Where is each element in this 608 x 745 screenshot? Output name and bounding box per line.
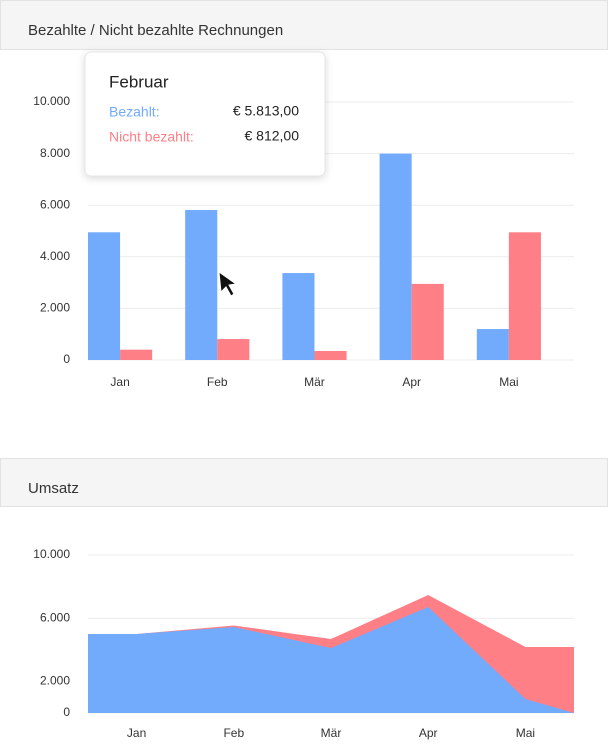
- bar: [120, 349, 153, 360]
- bar: [282, 273, 315, 360]
- y-tick-label: 8.000: [40, 146, 70, 160]
- panel-title: Umsatz: [28, 480, 79, 497]
- bar: [88, 232, 121, 360]
- cursor: [218, 270, 238, 297]
- x-tick-label: Mär: [304, 375, 325, 389]
- y-tick-label: 10.000: [33, 547, 70, 561]
- tooltip-label: Nicht bezahlt:: [109, 129, 194, 145]
- x-tick-label: Apr: [419, 726, 438, 740]
- x-tick-label: Mai: [499, 375, 518, 389]
- bar: [217, 339, 250, 360]
- y-tick-label: 0: [63, 705, 70, 719]
- bar: [379, 153, 412, 360]
- bar: [411, 283, 444, 360]
- y-tick-label: 6.000: [40, 197, 70, 211]
- x-tick-label: Jan: [127, 726, 146, 740]
- y-tick-label: 10.000: [33, 94, 70, 108]
- tooltip-title: Februar: [109, 72, 169, 91]
- tooltip-value: € 812,00: [245, 128, 300, 144]
- y-tick-label: 2.000: [40, 674, 70, 688]
- y-tick-label: 6.000: [40, 610, 70, 624]
- x-tick-label: Feb: [223, 726, 244, 740]
- x-tick-label: Feb: [207, 375, 228, 389]
- x-tick-label: Mär: [321, 726, 342, 740]
- tooltip-label: Bezahlt:: [109, 104, 160, 120]
- bar: [314, 350, 347, 360]
- bar: [476, 329, 509, 360]
- bar: [508, 232, 541, 360]
- bar: [185, 210, 218, 360]
- panel-title: Bezahlte / Nicht bezahlte Rechnungen: [28, 22, 283, 39]
- panel-header: [0, 0, 608, 50]
- x-tick-label: Apr: [402, 375, 421, 389]
- tooltip-value: € 5.813,00: [233, 103, 299, 119]
- x-tick-label: Jan: [110, 375, 129, 389]
- panel-header: [0, 458, 608, 507]
- area-chart: 0 2.000 6.000 10.000 Jan Feb Mär Apr Mai: [33, 547, 574, 740]
- area: [88, 606, 574, 713]
- y-tick-label: 0: [63, 352, 70, 366]
- y-tick-label: 4.000: [40, 249, 70, 263]
- bar-chart: 0 2.000 4.000 6.000 8.000 10.000 Jan Feb Mär Apr M…: [33, 94, 574, 389]
- tooltip-box: [84, 51, 326, 177]
- x-tick-label: Mai: [516, 726, 535, 740]
- tooltip: Februar Bezahlt: € 5.813,00 Nicht bezahl…: [84, 51, 326, 177]
- y-tick-label: 2.000: [40, 301, 70, 315]
